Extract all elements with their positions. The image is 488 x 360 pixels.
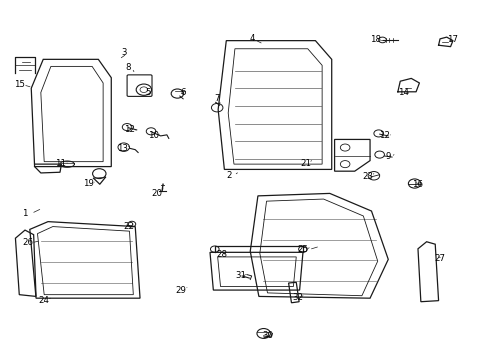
Text: 3: 3 xyxy=(121,48,126,57)
Text: 13: 13 xyxy=(117,144,127,153)
Text: 29: 29 xyxy=(176,285,186,294)
Text: 27: 27 xyxy=(434,254,445,263)
Text: 10: 10 xyxy=(148,131,159,140)
Text: 21: 21 xyxy=(300,158,311,167)
Text: 15: 15 xyxy=(14,80,25,89)
Text: 2: 2 xyxy=(226,171,231,180)
Text: 17: 17 xyxy=(447,35,458,44)
Text: 1: 1 xyxy=(22,209,28,218)
Text: 30: 30 xyxy=(262,332,272,341)
Text: 5: 5 xyxy=(144,88,150,97)
Text: 6: 6 xyxy=(180,88,185,97)
Text: 4: 4 xyxy=(249,34,254,43)
Text: 32: 32 xyxy=(292,293,303,302)
Text: 25: 25 xyxy=(297,246,308,255)
Text: 20: 20 xyxy=(151,189,163,198)
Text: 22: 22 xyxy=(123,222,134,231)
Text: 31: 31 xyxy=(235,271,246,280)
Text: 16: 16 xyxy=(412,180,423,189)
Text: 12: 12 xyxy=(379,131,389,140)
Text: 28: 28 xyxy=(216,249,226,258)
Text: 7: 7 xyxy=(214,94,220,103)
Text: 24: 24 xyxy=(39,296,50,305)
Text: 23: 23 xyxy=(362,172,373,181)
Text: 9: 9 xyxy=(385,152,390,161)
Text: 26: 26 xyxy=(22,238,33,247)
Text: 18: 18 xyxy=(369,35,380,44)
Text: 19: 19 xyxy=(83,179,94,188)
Text: 14: 14 xyxy=(397,88,408,97)
Text: 8: 8 xyxy=(125,63,131,72)
Text: 12: 12 xyxy=(124,125,135,134)
Text: 11: 11 xyxy=(55,158,66,167)
